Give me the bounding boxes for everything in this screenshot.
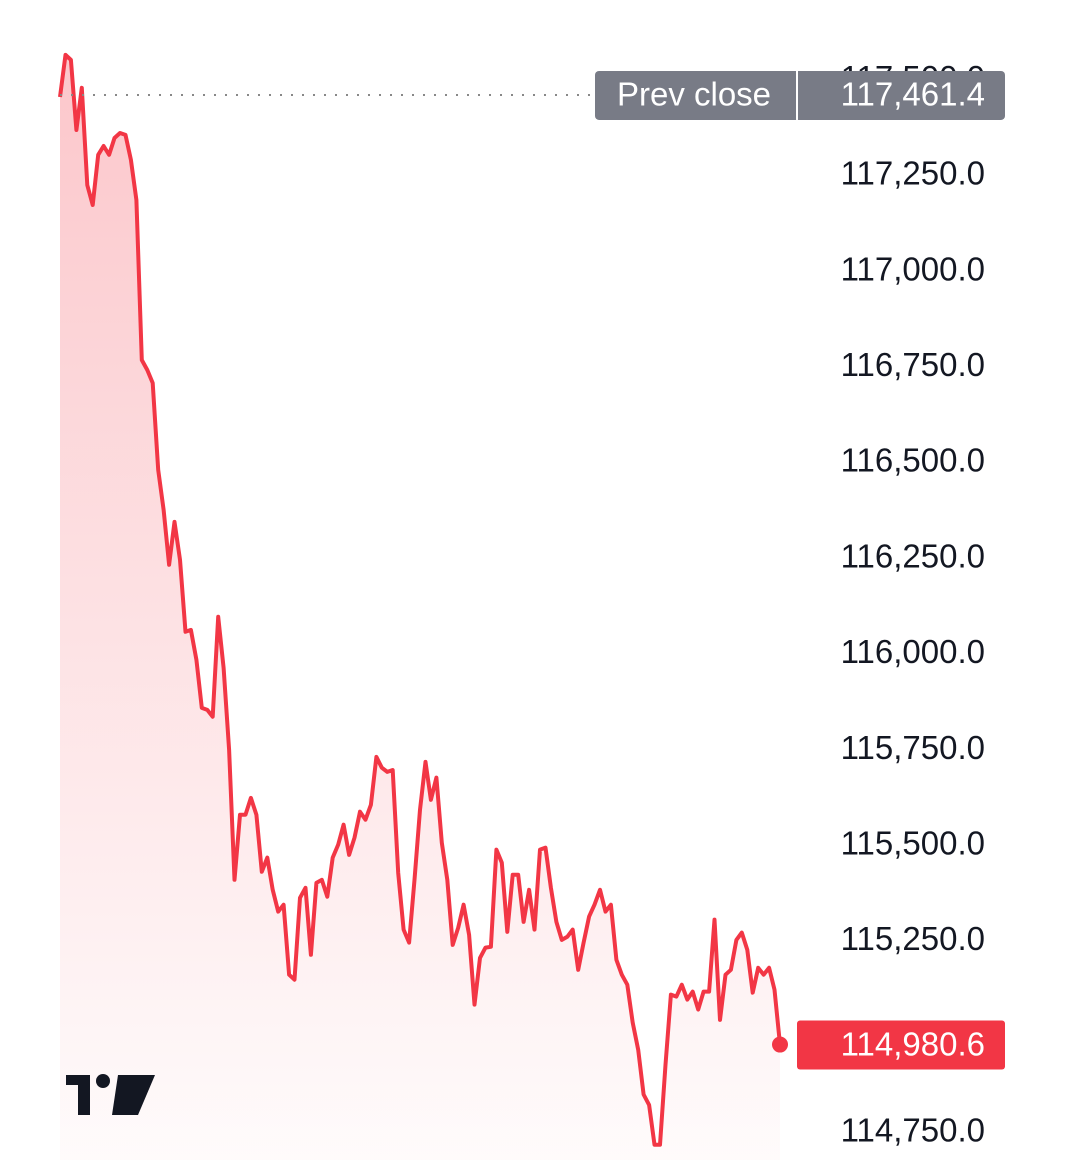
y-tick-label: 114,750.0 <box>841 1112 985 1149</box>
prev-close-name: Prev close <box>617 76 771 113</box>
prev-close-value: 117,461.4 <box>841 76 985 113</box>
prev-close-badge <box>595 70 1005 120</box>
y-tick-label: 117,250.0 <box>841 155 985 192</box>
y-tick-label: 116,250.0 <box>841 537 985 574</box>
area <box>60 54 780 1160</box>
y-tick-label: 116,750.0 <box>841 346 985 383</box>
y-tick-label: 116,000.0 <box>841 633 985 670</box>
y-tick-label: 115,750.0 <box>841 729 985 766</box>
y-tick-label: 116,500.0 <box>841 442 985 479</box>
last-price-value: 114,980.6 <box>841 1025 985 1062</box>
logo <box>66 1074 155 1115</box>
y-tick-label: 117,000.0 <box>841 250 985 287</box>
last-price-badge <box>797 1020 1005 1070</box>
last-point <box>772 1036 788 1053</box>
y-tick-label: 115,500.0 <box>841 824 985 861</box>
y-tick-label: 115,250.0 <box>841 920 985 957</box>
price-line <box>58 52 782 1147</box>
